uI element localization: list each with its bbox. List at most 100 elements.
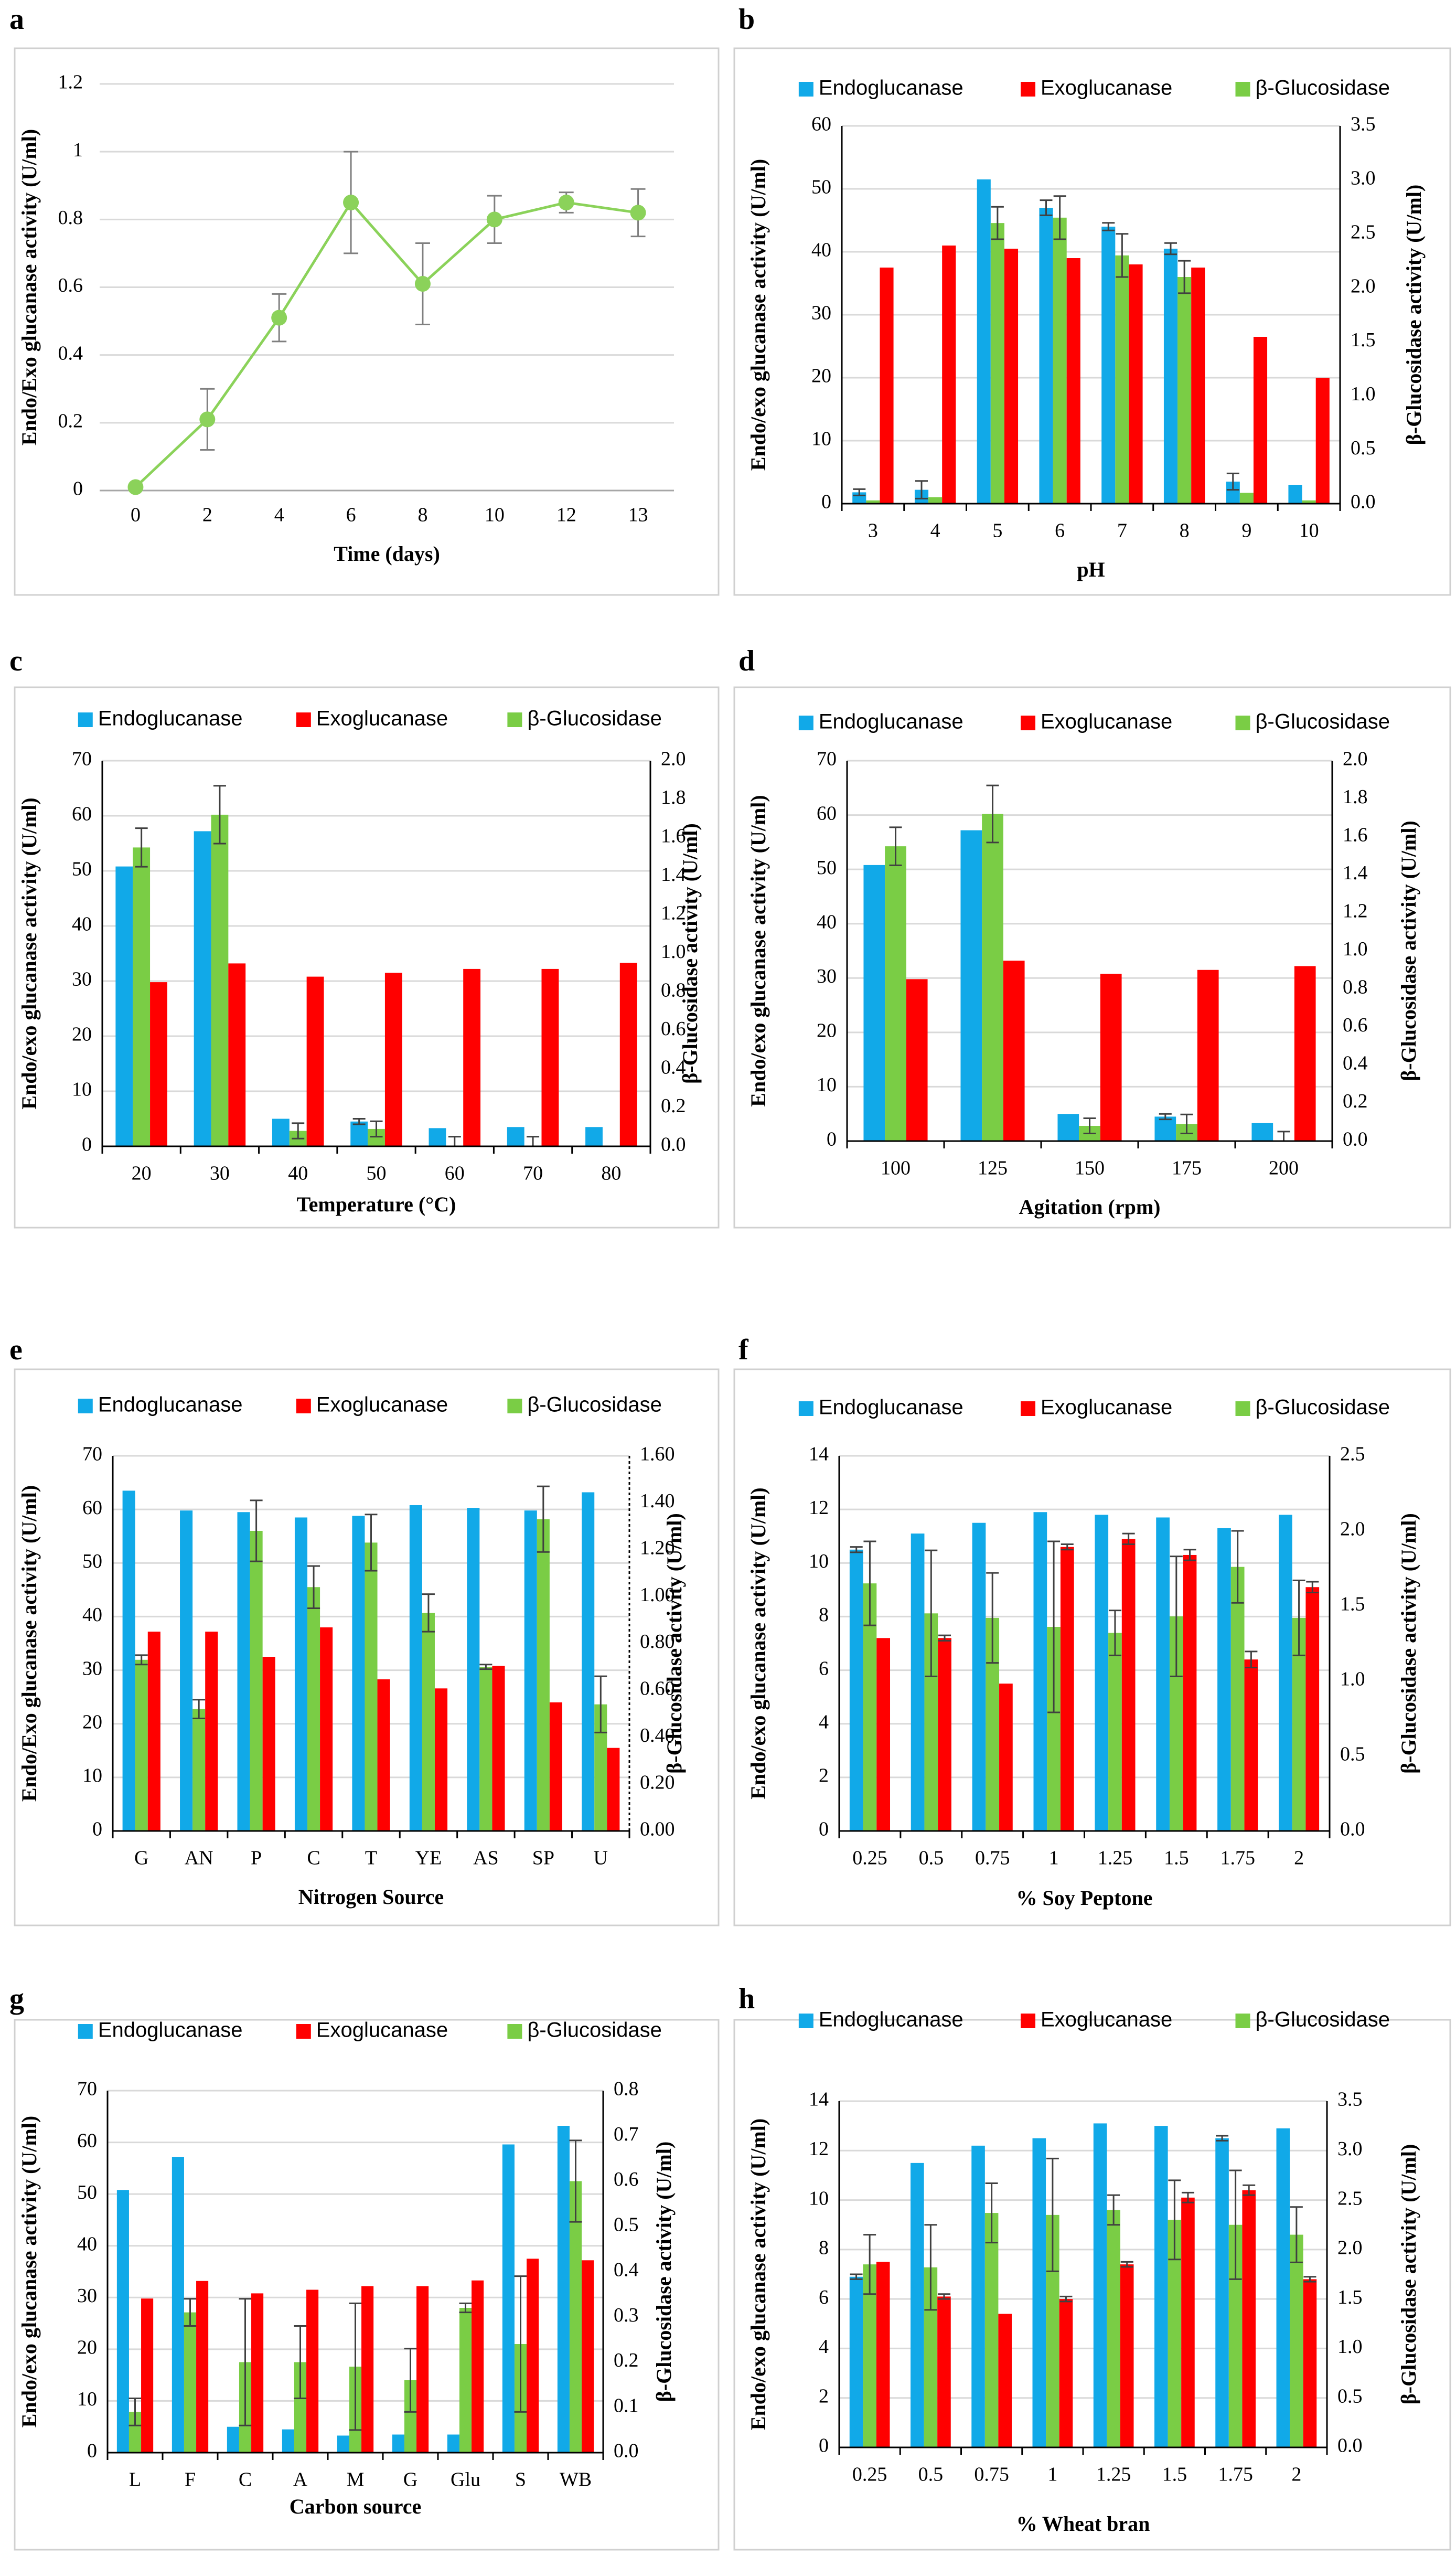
exoglucanase-bar — [306, 2289, 319, 2453]
beta-glucosidase-bar — [422, 1613, 435, 1831]
exoglucanase-bar — [1004, 249, 1019, 504]
x-tick-label: 2 — [202, 504, 212, 526]
x-tick-label: 60 — [445, 1163, 465, 1185]
data-point — [630, 205, 646, 221]
endoglucanase-bar — [960, 830, 982, 1141]
y-tick-label: 60 — [72, 803, 92, 825]
panel-label: e — [9, 1334, 23, 1366]
legend-swatch — [798, 82, 813, 97]
exoglucanase-bar — [549, 1702, 562, 1831]
y2-tick-label: 0.0 — [1351, 491, 1376, 513]
y-axis-title: Endo/exo glucanase activity (U/ml) — [746, 795, 770, 1106]
y2-tick-label: 0.5 — [1337, 2385, 1363, 2407]
endoglucanase-bar — [502, 2144, 515, 2453]
beta-glucosidase-bar — [479, 1667, 493, 1831]
exoglucanase-bar — [942, 246, 956, 504]
y2-tick-label: 0.4 — [661, 1057, 686, 1079]
y2-tick-label: 0.6 — [614, 2168, 639, 2190]
y2-tick-label: 2.0 — [661, 748, 686, 770]
x-tick-label: 6 — [1055, 520, 1065, 542]
endoglucanase-bar — [447, 2434, 459, 2453]
legend-swatch — [78, 712, 93, 727]
y-tick-label: 40 — [77, 2233, 97, 2255]
y-tick-label: 20 — [817, 1020, 837, 1042]
exoglucanase-bar — [998, 2314, 1012, 2447]
x-tick-label: 10 — [485, 504, 505, 526]
endoglucanase-bar — [849, 1549, 863, 1831]
y-tick-label: 40 — [817, 911, 837, 933]
beta-glucosidase-bar — [250, 1531, 263, 1831]
beta-glucosidase-bar — [1230, 1567, 1245, 1831]
endoglucanase-bar — [1154, 2126, 1168, 2447]
y-axis-title: Endo/Exo glucanase activity (U/ml) — [17, 1485, 41, 1802]
exoglucanase-bar — [1191, 268, 1205, 504]
x-axis-title: Agitation (rpm) — [1019, 1195, 1161, 1219]
legend-swatch — [507, 1399, 522, 1413]
x-tick-label: 0 — [131, 504, 141, 526]
endoglucanase-bar — [194, 831, 211, 1146]
endoglucanase-bar — [429, 1128, 446, 1146]
exoglucanase-bar — [361, 2286, 374, 2453]
y-tick-label: 60 — [811, 113, 831, 135]
y-tick-label: 60 — [82, 1497, 102, 1519]
y-tick-label: 20 — [72, 1024, 92, 1046]
y2-tick-label: 0.80 — [640, 1631, 675, 1653]
endoglucanase-bar — [911, 1533, 925, 1831]
y2-tick-label: 0.4 — [1343, 1052, 1368, 1074]
panel-label: c — [9, 645, 23, 677]
beta-glucosidase-bar — [211, 814, 229, 1146]
exoglucanase-bar — [141, 2298, 154, 2453]
y2-tick-label: 1.0 — [1351, 383, 1376, 405]
x-tick-label: C — [307, 1847, 320, 1869]
endoglucanase-bar — [116, 2190, 129, 2453]
legend-swatch — [78, 1399, 93, 1413]
x-tick-label: 4 — [930, 520, 940, 542]
y-tick-label: 14 — [809, 2089, 829, 2111]
series-line — [134, 200, 638, 488]
legend-label: Endoglucanase — [98, 1393, 243, 1417]
x-tick-label: AN — [185, 1847, 213, 1869]
y2-tick-label: 0.2 — [1343, 1090, 1368, 1112]
beta-glucosidase-bar — [537, 1519, 550, 1831]
y-tick-label: 30 — [77, 2285, 97, 2307]
endoglucanase-bar — [1057, 1114, 1079, 1141]
legend-swatch — [798, 716, 813, 730]
y2-axis-title: β-Glucosidase activity (U/ml) — [662, 1513, 686, 1774]
endoglucanase-bar — [1156, 1517, 1170, 1831]
x-tick-label: 1 — [1047, 2464, 1057, 2486]
exoglucanase-bar — [1060, 1547, 1074, 1831]
beta-glucosidase-bar — [928, 497, 943, 504]
panel-border — [733, 1368, 1451, 1926]
x-tick-label: 200 — [1269, 1157, 1299, 1179]
panel-border — [14, 1368, 720, 1926]
y2-tick-label: 1.6 — [661, 825, 686, 847]
y-axis-title: Endo/Exo glucanase activity (U/ml) — [17, 129, 41, 445]
exoglucanase-bar — [1059, 2299, 1073, 2447]
y-tick-label: 1 — [73, 139, 83, 161]
endoglucanase-bar — [1032, 2138, 1046, 2447]
y-tick-label: 30 — [82, 1657, 102, 1679]
exoglucanase-bar — [1183, 1554, 1197, 1831]
endoglucanase-bar — [1154, 1116, 1176, 1141]
beta-glucosidase-bar — [133, 847, 151, 1146]
legend-label: β-Glucosidase — [527, 2019, 661, 2042]
exoglucanase-bar — [1253, 337, 1268, 504]
x-tick-label: 6 — [346, 504, 356, 526]
y-tick-label: 6 — [819, 1657, 829, 1679]
x-tick-label: 4 — [274, 504, 284, 526]
endoglucanase-bar — [467, 1508, 480, 1831]
legend-swatch — [1235, 716, 1250, 730]
y-tick-label: 12 — [809, 1497, 829, 1519]
y-tick-label: 60 — [77, 2129, 97, 2152]
beta-glucosidase-bar — [184, 2312, 197, 2453]
y-tick-label: 4 — [819, 2336, 829, 2358]
endoglucanase-bar — [1288, 485, 1302, 504]
y-tick-label: 10 — [82, 1765, 102, 1787]
beta-glucosidase-bar — [129, 2412, 142, 2453]
exoglucanase-bar — [150, 982, 167, 1146]
y2-tick-label: 2.5 — [1351, 221, 1376, 243]
legend-label: Endoglucanase — [819, 77, 963, 100]
exoglucanase-bar — [1100, 974, 1122, 1141]
x-tick-label: 0.5 — [918, 2464, 944, 2486]
